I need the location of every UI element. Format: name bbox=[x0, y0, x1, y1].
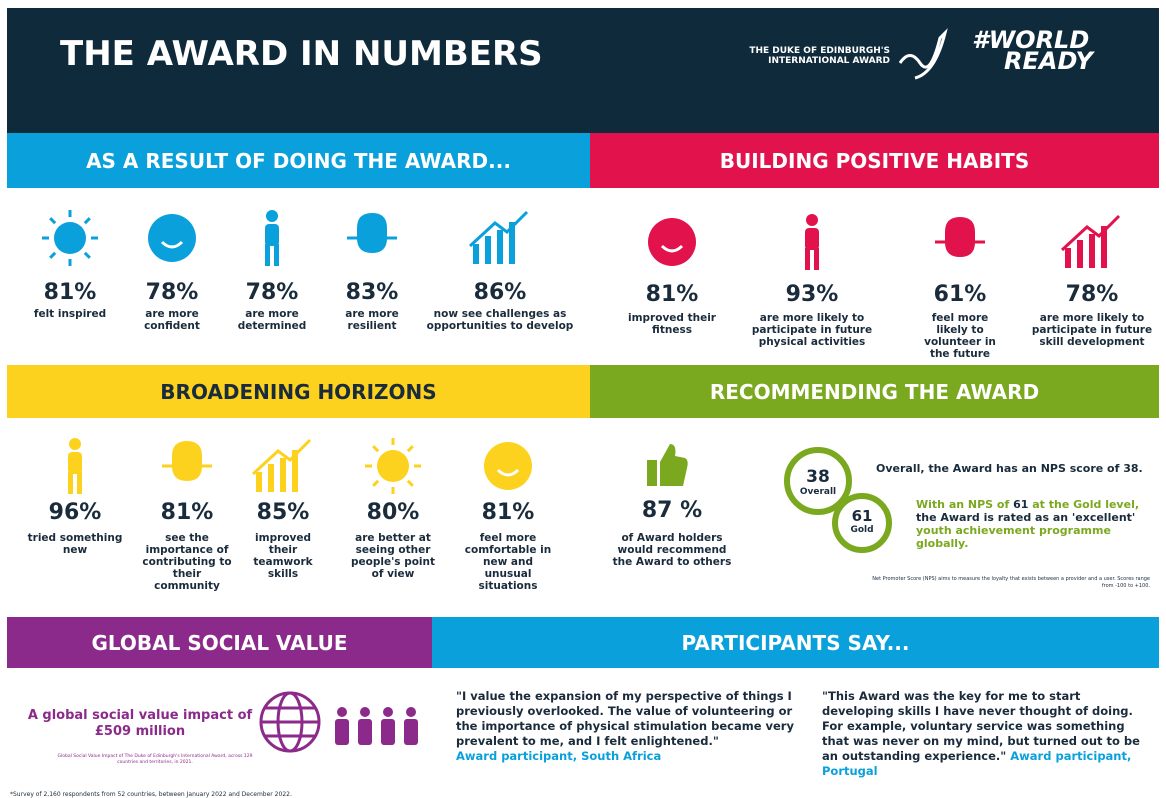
stat-icon bbox=[265, 210, 279, 266]
stat-label: are more resilient bbox=[345, 308, 399, 332]
hashtag: #WORLD READY bbox=[972, 26, 1093, 75]
stat-value: 80% bbox=[366, 500, 420, 525]
stat-label: are better at seeing other people's poin… bbox=[350, 532, 436, 580]
section-bar: GLOBAL SOCIAL VALUE bbox=[7, 617, 432, 668]
stat-value: 85% bbox=[256, 500, 310, 525]
nps-overall: 38 Overall bbox=[788, 467, 848, 497]
logo-line: THE DUKE OF EDINBURGH'S bbox=[749, 46, 890, 56]
stat-value: 81% bbox=[160, 500, 214, 525]
stat-value: 78% bbox=[245, 280, 299, 305]
hashtag-line: READY bbox=[1004, 47, 1093, 75]
nps-note: Net Promoter Score (NPS) aims to measure… bbox=[872, 576, 1150, 589]
stat-value: 86% bbox=[473, 280, 527, 305]
social-value-lead: A global social value impact of bbox=[27, 708, 253, 723]
stat-label: are more likely to participate in future… bbox=[1031, 312, 1153, 348]
social-value-note: Global Social Value Impact of The Duke o… bbox=[57, 754, 253, 765]
section-bar: PARTICIPANTS SAY... bbox=[432, 617, 1159, 668]
quote-attribution: Award participant, South Africa bbox=[456, 749, 662, 763]
social-value: A global social value impact of £509 mil… bbox=[20, 708, 260, 740]
stat-label: improved their fitness bbox=[628, 312, 716, 336]
nps-score: 38 bbox=[806, 467, 830, 487]
logo-text: THE DUKE OF EDINBURGH'S INTERNATIONAL AW… bbox=[740, 46, 890, 66]
stat-label: are more likely to participate in future… bbox=[751, 312, 873, 348]
stat-icon bbox=[484, 442, 532, 490]
stat-icon bbox=[148, 214, 196, 262]
quote-attribution: Award participant, Portugal bbox=[822, 749, 1132, 778]
header bbox=[7, 8, 1159, 133]
quote-text: "This Award was the key for me to start … bbox=[822, 689, 1140, 763]
stat-value: 78% bbox=[1065, 282, 1119, 307]
stat-value: 87 % bbox=[641, 498, 703, 523]
stat-value: 78% bbox=[145, 280, 199, 305]
stat-value: 81% bbox=[481, 500, 535, 525]
stat-label: are more confident bbox=[144, 308, 200, 332]
section-bar: RECOMMENDING THE AWARD bbox=[590, 365, 1159, 418]
stat-icon bbox=[935, 217, 985, 257]
section-bar: AS A RESULT OF DOING THE AWARD... bbox=[7, 133, 590, 188]
gold-statement-part: the Award is rated as an 'excellent' bbox=[916, 511, 1136, 524]
gold-statement-part: at the Gold level, bbox=[1028, 498, 1140, 511]
stat-icon bbox=[365, 438, 421, 494]
stat-icon bbox=[68, 438, 82, 494]
page-title: THE AWARD IN NUMBERS bbox=[60, 34, 543, 74]
nps-label: Gold bbox=[850, 525, 874, 535]
stat-icon bbox=[468, 210, 529, 264]
stat-value: 93% bbox=[785, 282, 839, 307]
section-bar: BUILDING POSITIVE HABITS bbox=[590, 133, 1159, 188]
gold-statement-part: 61 bbox=[1013, 498, 1029, 511]
stat-icon bbox=[648, 218, 696, 266]
stat-icon bbox=[162, 441, 212, 481]
quote-text: "I value the expansion of my perspective… bbox=[456, 689, 794, 748]
stat-label: now see challenges as opportunities to d… bbox=[426, 308, 574, 332]
logo-mark bbox=[898, 28, 948, 80]
stat-value: 96% bbox=[48, 500, 102, 525]
stat-icon bbox=[1060, 214, 1121, 268]
stat-value: 81% bbox=[645, 282, 699, 307]
stat-label: tried something new bbox=[27, 532, 123, 556]
hashtag-line: #WORLD bbox=[972, 26, 1090, 54]
stat-label: felt inspired bbox=[33, 308, 107, 320]
globe-people-icon bbox=[259, 691, 418, 753]
stat-label: are more determined bbox=[237, 308, 307, 332]
nps-statement: Overall, the Award has an NPS score of 3… bbox=[876, 462, 1143, 475]
stat-label: see the importance of contributing to th… bbox=[142, 532, 232, 592]
nps-score: 61 bbox=[851, 507, 873, 525]
stat-label: improved their teamwork skills bbox=[253, 532, 313, 580]
quote: "This Award was the key for me to start … bbox=[822, 689, 1152, 779]
stat-label: feel more likely to volunteer in the fut… bbox=[924, 312, 996, 360]
gold-statement-part: With an NPS of bbox=[916, 498, 1014, 511]
stat-icon bbox=[42, 210, 98, 266]
section-bar: BROADENING HORIZONS bbox=[7, 365, 590, 418]
stat-icon bbox=[805, 214, 819, 270]
gold-statement: With an NPS of 61 at the Gold level, the… bbox=[916, 498, 1151, 550]
stat-icon bbox=[251, 438, 312, 492]
nps-gold: 61 Gold bbox=[834, 507, 890, 535]
thumbs-up-icon bbox=[647, 444, 688, 486]
nps-label: Overall bbox=[799, 487, 837, 497]
stat-label: feel more comfortable in new and unusual… bbox=[464, 532, 552, 592]
quote: "I value the expansion of my perspective… bbox=[456, 689, 796, 764]
stat-icon bbox=[347, 213, 397, 253]
stat-value: 81% bbox=[43, 280, 97, 305]
stat-value: 83% bbox=[345, 280, 399, 305]
stat-label: of Award holders would recommend the Awa… bbox=[612, 532, 732, 568]
logo-line: INTERNATIONAL AWARD bbox=[768, 56, 890, 66]
stat-value: 61% bbox=[933, 282, 987, 307]
social-value-amount: £509 million bbox=[94, 724, 186, 739]
footnote: *Survey of 2,160 respondents from 52 cou… bbox=[10, 791, 292, 798]
gold-statement-part: youth achievement programme globally. bbox=[916, 524, 1111, 550]
nps-circles bbox=[784, 447, 892, 553]
